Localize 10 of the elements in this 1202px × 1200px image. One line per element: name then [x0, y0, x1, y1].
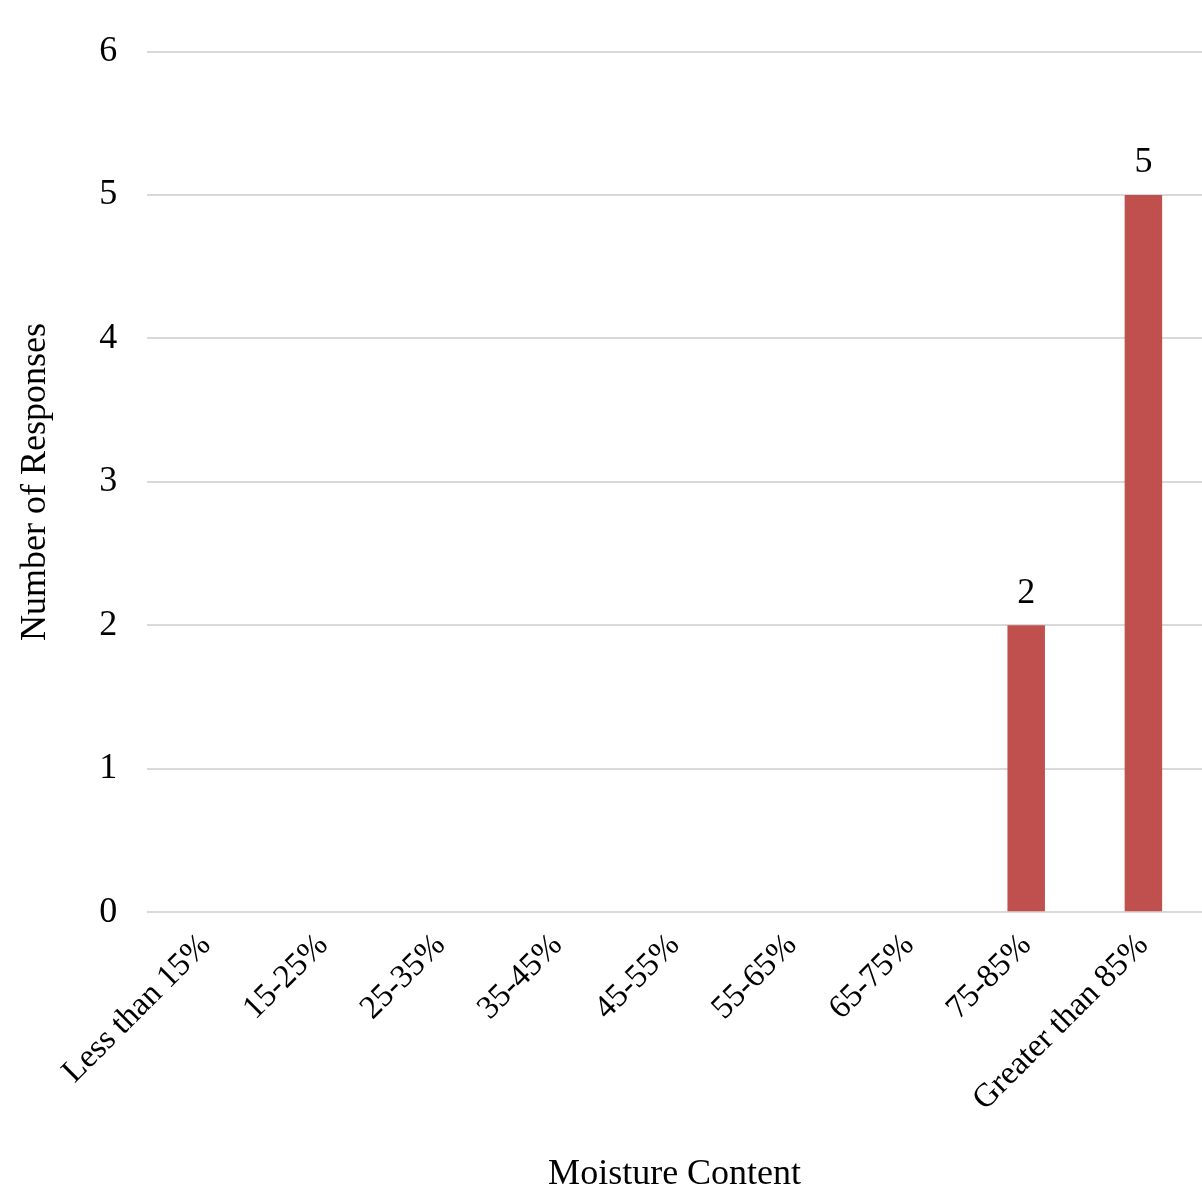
y-tick-label: 3: [99, 459, 118, 500]
y-tick-label: 4: [99, 315, 118, 356]
data-label: 2: [1017, 570, 1036, 611]
y-tick-label: 2: [99, 602, 118, 643]
y-tick-label: 6: [99, 29, 118, 70]
y-tick-label: 1: [99, 746, 118, 787]
y-tick-label: 5: [99, 172, 118, 213]
x-axis-title: Moisture Content: [548, 1151, 802, 1192]
y-axis-title: Number of Responses: [13, 322, 54, 641]
data-label: 5: [1134, 140, 1153, 181]
